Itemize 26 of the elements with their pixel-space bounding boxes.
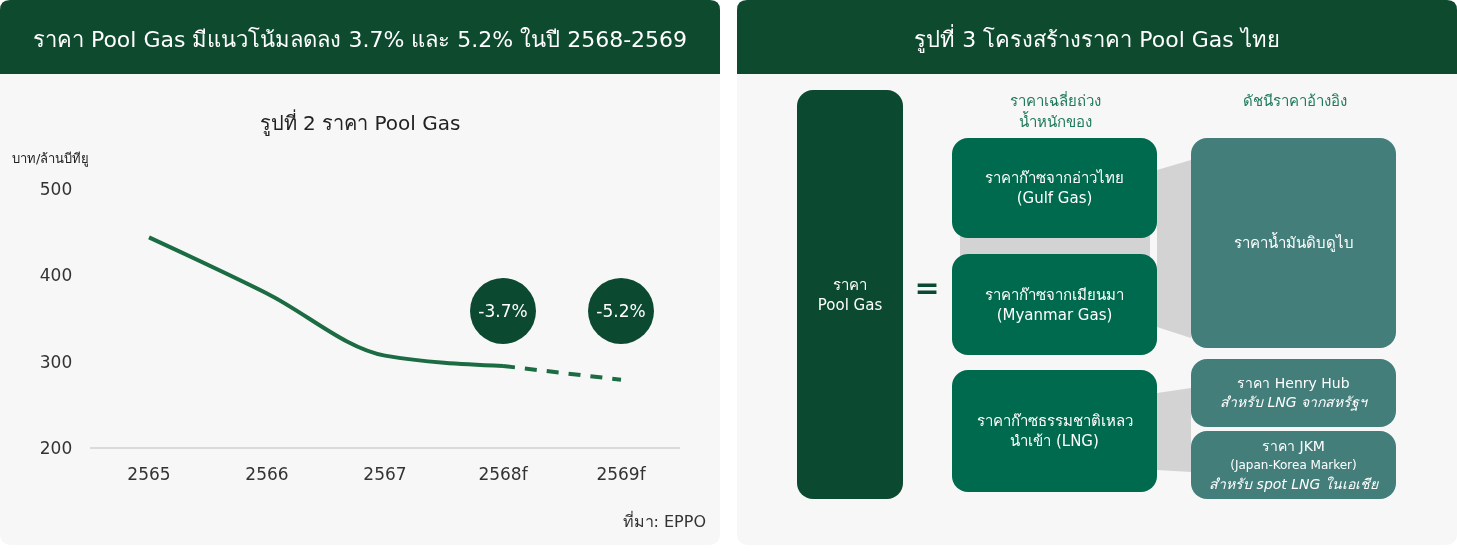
text: ราคา Henry Hub สำหรับ LNG จากสหรัฐฯ	[1219, 375, 1369, 412]
text: ดัชนีราคาอ้างอิง	[1243, 92, 1347, 111]
x-tick-label: 2567	[363, 463, 407, 484]
y-tick-label: 400	[39, 265, 73, 286]
x-tick-label: 2568f	[478, 463, 529, 484]
chart-subtitle: รูปที่ 2 ราคา Pool Gas	[259, 109, 461, 136]
x-tick-label: 2566	[245, 463, 289, 484]
x-tick-label: 2565	[127, 463, 171, 484]
annotation: -5.2%	[596, 300, 646, 321]
text: ราคาก๊าซจากเมียนมา (Myanmar Gas)	[985, 285, 1124, 324]
y-tick-label: 500	[39, 178, 73, 199]
text: รูปที่ 3 โครงสร้างราคา Pool Gas ไทย	[914, 24, 1280, 53]
text: ราคาน้ำมันดิบดูไบ	[1233, 232, 1354, 253]
y-axis-title: บาท/ล้านบีทียู	[12, 151, 90, 167]
text: ราคา JKM (Japan-Korea Marker) สำหรับ spot LNG ในเอเชีย	[1209, 438, 1379, 492]
chart-title: ราคา Pool Gas มีแนวโน้มลดลง 3.7% และ 5.2% ในปี 2568-2569	[32, 27, 688, 52]
text: =	[914, 269, 940, 305]
annotation: -3.7%	[478, 300, 528, 321]
x-tick-label: 2569f	[596, 463, 647, 484]
y-tick-label: 200	[39, 437, 73, 458]
text: ราคาก๊าซธรรมชาติเหลว นำเข้า (LNG)	[976, 412, 1133, 451]
text: ราคา Pool Gas	[817, 275, 883, 314]
text: ที่มา: EPPO	[622, 510, 706, 531]
y-tick-label: 300	[39, 351, 73, 372]
text: ราคาเฉลี่ยถ่วง น้ำหนักของ	[1009, 90, 1101, 131]
text: ราคาก๊าซจากอ่าวไทย (Gulf Gas)	[985, 169, 1124, 208]
